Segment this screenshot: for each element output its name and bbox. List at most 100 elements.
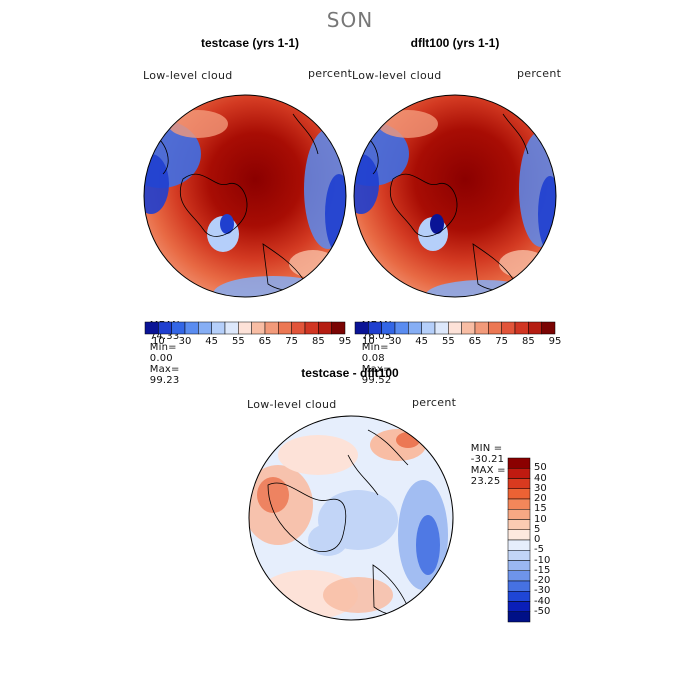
colorbar-swatch xyxy=(507,529,531,541)
diff-max: 23.25 xyxy=(470,476,501,487)
panel-1-max: 99.23 xyxy=(149,375,180,386)
panel-2-units: percent xyxy=(517,67,562,80)
colorbar-swatch xyxy=(507,550,531,561)
colorbar-tick-label: -40 xyxy=(534,595,551,607)
colorbar-swatch xyxy=(368,321,382,335)
colorbar-swatch xyxy=(507,457,531,469)
colorbar-swatch xyxy=(448,321,462,335)
colorbar-swatch xyxy=(488,321,502,335)
colorbar-tick-label: 10 xyxy=(151,336,165,347)
colorbar-tick-label: -30 xyxy=(534,585,551,597)
panel-1-min: 0.00 xyxy=(149,353,173,364)
colorbar-swatch xyxy=(541,321,556,335)
diff-variable: Low-level cloud xyxy=(247,398,337,411)
diff-units: percent xyxy=(412,396,457,409)
colorbar-tick-label: 10 xyxy=(534,513,547,525)
colorbar-swatch xyxy=(474,321,489,335)
panel-2-mean: 76.05 xyxy=(361,331,392,342)
colorbar-swatch xyxy=(507,468,531,479)
colorbar-swatch xyxy=(408,321,422,335)
panel-1-variable: Low-level cloud xyxy=(143,69,233,82)
colorbar-swatch xyxy=(331,321,346,335)
colorbar-swatch xyxy=(507,611,531,623)
colorbar-tick-label: 95 xyxy=(548,336,562,347)
season-title: SON xyxy=(326,8,374,32)
panel-1-title: testcase (yrs 1-1) xyxy=(200,36,300,50)
panel-1-mean: 74.33 xyxy=(149,331,180,342)
panel-2-max-label: Max= xyxy=(361,364,392,375)
colorbar-tick-label: 45 xyxy=(205,336,219,347)
diff-min-label: MIN = xyxy=(470,443,503,454)
panel-1-max-label: Max= xyxy=(149,364,180,375)
colorbar-swatch xyxy=(507,478,531,489)
colorbar-tick-label: 50 xyxy=(534,462,547,474)
diff-min: -30.21 xyxy=(470,454,505,465)
colorbar-swatch xyxy=(278,321,292,335)
colorbar-swatch xyxy=(198,321,212,335)
diff-map xyxy=(248,415,454,621)
panel-1-map xyxy=(143,94,347,298)
colorbar-swatch xyxy=(507,591,531,602)
colorbar-tick-label: 55 xyxy=(231,336,245,347)
diff-title: testcase - dflt100 xyxy=(301,366,399,380)
colorbar-tick-label: 10 xyxy=(361,336,375,347)
colorbar-swatch xyxy=(238,321,252,335)
colorbar-swatch xyxy=(507,560,531,571)
colorbar-swatch xyxy=(507,488,531,500)
colorbar-swatch xyxy=(394,321,409,335)
colorbar-tick-label: -50 xyxy=(534,605,551,617)
colorbar-swatch xyxy=(251,321,266,335)
colorbar-swatch xyxy=(461,321,476,335)
panel-1-colorbar-ticks: 10 30 45 55 65 75 85 95 xyxy=(145,336,351,350)
colorbar-swatch xyxy=(507,509,531,520)
colorbar-tick-label: 55 xyxy=(441,336,455,347)
colorbar-tick-label: 20 xyxy=(534,493,547,504)
panel-1-units: percent xyxy=(308,67,353,80)
colorbar-tick-label: -20 xyxy=(534,575,551,586)
colorbar-tick-label: 45 xyxy=(415,336,429,347)
colorbar-swatch xyxy=(381,321,396,335)
colorbar-swatch xyxy=(171,321,186,335)
colorbar-swatch xyxy=(421,321,436,335)
colorbar-tick-label: 30 xyxy=(178,336,192,347)
colorbar-swatch xyxy=(264,321,279,335)
colorbar-tick-label: 15 xyxy=(534,503,547,515)
colorbar-swatch xyxy=(507,539,531,551)
panel-2-variable: Low-level cloud xyxy=(352,69,442,82)
colorbar-swatch xyxy=(304,321,319,335)
panel-2-min: 0.08 xyxy=(361,353,385,364)
colorbar-swatch xyxy=(354,321,369,335)
diff-max-label: MAX = xyxy=(470,465,506,476)
colorbar-swatch xyxy=(501,321,516,335)
colorbar-swatch xyxy=(211,321,226,335)
colorbar-tick-label: 30 xyxy=(388,336,402,347)
colorbar-swatch xyxy=(507,580,531,592)
colorbar-tick-label: 85 xyxy=(311,336,325,347)
colorbar-tick-label: -5 xyxy=(534,544,544,556)
colorbar-swatch xyxy=(507,570,531,582)
colorbar-swatch xyxy=(318,321,332,335)
colorbar-swatch xyxy=(507,601,531,612)
colorbar-swatch xyxy=(158,321,172,335)
diff-colorbar xyxy=(507,457,531,623)
colorbar-swatch xyxy=(291,321,306,335)
colorbar-tick-label: 5 xyxy=(534,523,541,535)
colorbar-tick-label: 40 xyxy=(534,472,547,484)
colorbar-tick-label: -10 xyxy=(534,554,551,566)
colorbar-tick-label: -15 xyxy=(534,564,551,576)
colorbar-swatch xyxy=(224,321,239,335)
panel-2-colorbar xyxy=(354,321,556,335)
panel-2-max: 99.52 xyxy=(361,375,392,386)
colorbar-tick-label: 85 xyxy=(521,336,535,347)
colorbar-tick-label: 75 xyxy=(285,336,299,347)
panel-2-colorbar-ticks: 10 30 45 55 65 75 85 95 xyxy=(355,336,561,350)
colorbar-swatch xyxy=(514,321,529,335)
panel-1-min-label: Min= xyxy=(149,342,177,353)
colorbar-swatch xyxy=(144,321,159,335)
colorbar-tick-label: 95 xyxy=(338,336,352,347)
panel-1-colorbar xyxy=(144,321,346,335)
colorbar-tick-label: 65 xyxy=(468,336,482,347)
colorbar-swatch xyxy=(184,321,199,335)
colorbar-tick-label: 30 xyxy=(534,482,547,494)
colorbar-tick-label: 65 xyxy=(258,336,272,347)
